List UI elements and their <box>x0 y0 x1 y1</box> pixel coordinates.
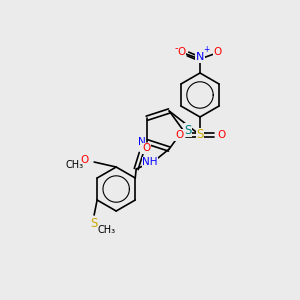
Text: O: O <box>214 47 222 57</box>
Text: O: O <box>175 130 183 140</box>
Text: O: O <box>177 47 185 57</box>
Text: NH: NH <box>142 157 158 167</box>
Text: CH₃: CH₃ <box>97 225 115 235</box>
Text: +: + <box>203 46 209 55</box>
Text: S: S <box>90 217 98 230</box>
Text: O: O <box>217 130 225 140</box>
Text: N: N <box>196 52 204 62</box>
Text: S: S <box>196 128 204 142</box>
Text: O: O <box>142 143 150 153</box>
Text: S: S <box>184 124 192 136</box>
Text: N: N <box>138 137 146 147</box>
Text: CH₃: CH₃ <box>65 160 83 170</box>
Text: -: - <box>174 43 178 53</box>
Text: O: O <box>80 155 88 165</box>
